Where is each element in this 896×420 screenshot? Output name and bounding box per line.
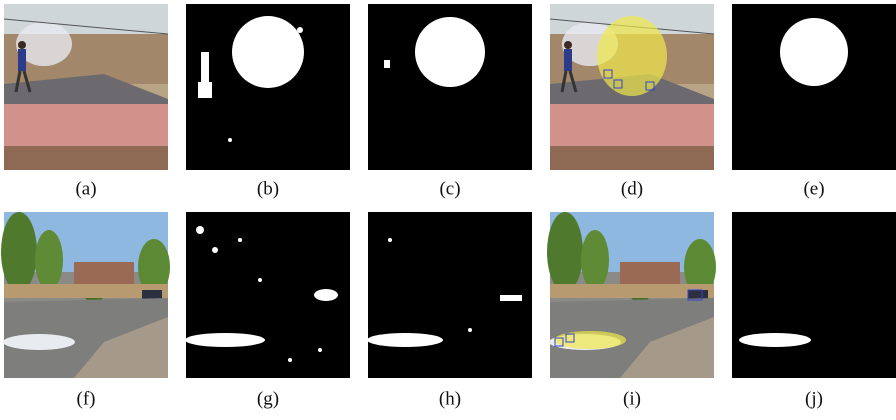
figure: (a) (b) (c) (d) (e) (f) (g) (h) (i) (j)	[0, 0, 896, 420]
caption: (i)	[623, 388, 641, 409]
image-shape	[1, 212, 170, 378]
image-shape	[780, 18, 848, 86]
image-shape	[185, 333, 265, 347]
caption: (f)	[77, 388, 96, 409]
panel-a	[4, 4, 168, 170]
image-shape	[367, 333, 443, 347]
panel-j	[732, 212, 896, 378]
image-shape	[297, 27, 303, 33]
image-shape	[198, 82, 212, 98]
image-shape	[468, 328, 472, 332]
image-shape	[288, 358, 292, 362]
image-shape	[384, 60, 390, 68]
caption: (c)	[439, 178, 460, 199]
caption: (g)	[257, 388, 279, 409]
panel-d	[550, 4, 714, 170]
image-shape	[212, 247, 218, 253]
panel-e	[732, 4, 896, 170]
image-shape	[732, 212, 896, 378]
image-shape	[500, 295, 522, 301]
caption: (b)	[257, 178, 279, 199]
image-shape	[388, 238, 392, 242]
image-shape	[196, 226, 204, 234]
page: {"panels": [ {"label": "(a)"}, {"label":…	[0, 0, 896, 420]
panel-i	[547, 212, 716, 378]
image-shape	[314, 289, 338, 301]
image-shape	[238, 238, 242, 242]
image-shape	[597, 16, 667, 96]
image-shape	[228, 138, 232, 142]
caption: (d)	[621, 178, 643, 199]
image-shape	[547, 212, 716, 378]
panel-g	[185, 212, 350, 378]
panel-h	[367, 212, 532, 378]
caption: (j)	[805, 388, 823, 409]
caption: (h)	[439, 388, 461, 409]
panel-c	[368, 4, 532, 170]
caption: (a)	[75, 178, 96, 199]
image-shape	[318, 348, 322, 352]
panel-f	[1, 212, 170, 378]
image-shape	[258, 278, 262, 282]
image-shape	[201, 52, 209, 82]
image-shape	[739, 333, 811, 347]
panel-b	[186, 4, 350, 170]
caption: (e)	[803, 178, 824, 199]
image-shape	[554, 331, 626, 349]
image-shape	[4, 4, 168, 170]
image-shape	[415, 17, 485, 87]
image-shape	[232, 16, 304, 88]
